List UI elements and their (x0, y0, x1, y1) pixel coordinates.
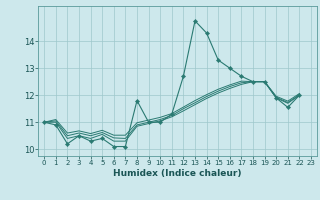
X-axis label: Humidex (Indice chaleur): Humidex (Indice chaleur) (113, 169, 242, 178)
